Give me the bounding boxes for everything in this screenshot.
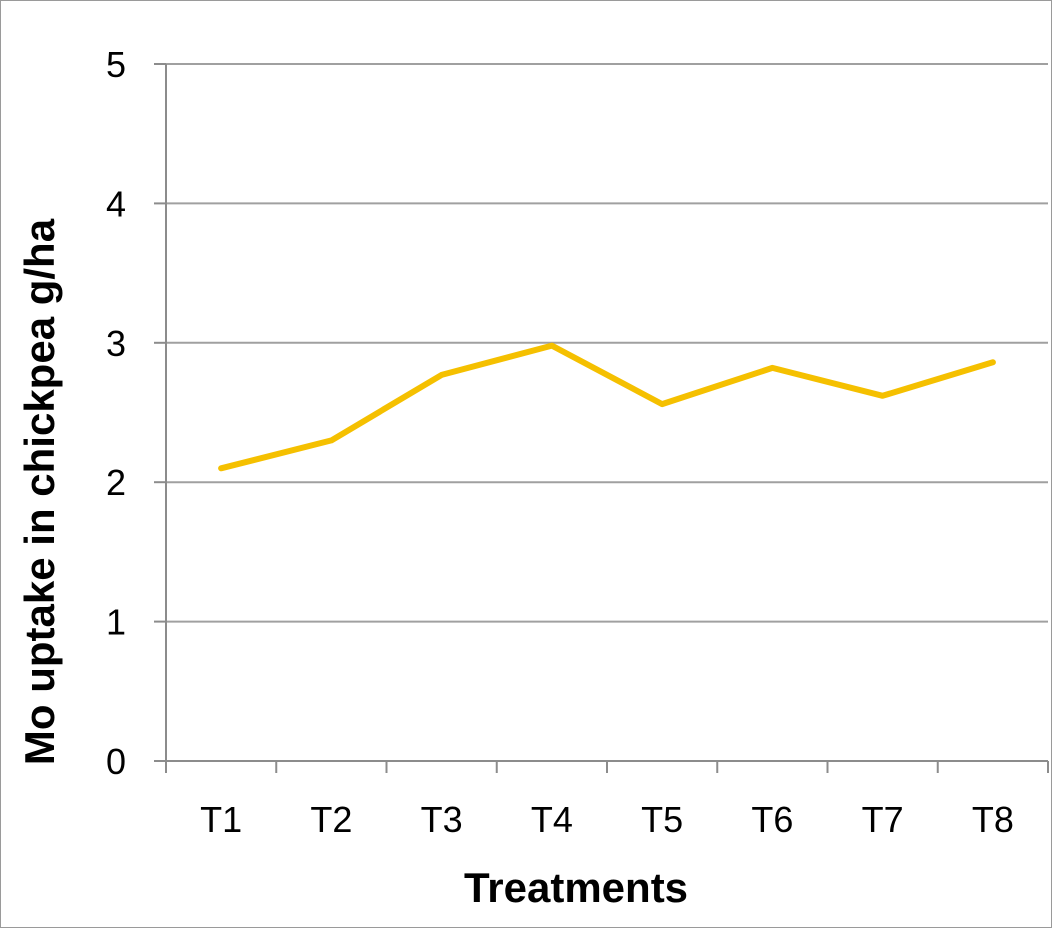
y-tick-labels: 0 1 2 3 4 5 [106, 44, 126, 782]
series-line-1 [218, 342, 996, 472]
x-tick-label: T6 [751, 799, 793, 840]
y-tick-label: 4 [106, 183, 126, 224]
x-tick-label: T4 [531, 799, 573, 840]
y-tick-label: 3 [106, 323, 126, 364]
gridlines [166, 63, 1048, 623]
x-tick-label: T1 [200, 799, 242, 840]
x-tick-labels: T1 T2 T3 T4 T5 T6 T7 T8 [200, 799, 1014, 840]
x-tick-label: T7 [862, 799, 904, 840]
y-tick-label: 0 [106, 741, 126, 782]
x-axis-title: Treatments [464, 864, 688, 911]
y-tick-label: 5 [106, 44, 126, 85]
y-axis-title: Mo uptake in chickpea g/ha [16, 218, 63, 765]
series-layer [218, 342, 996, 472]
x-tick-label: T5 [641, 799, 683, 840]
y-tick-label: 2 [106, 462, 126, 503]
axes [154, 63, 1049, 773]
x-tick-label: T2 [310, 799, 352, 840]
x-tick-label: T3 [421, 799, 463, 840]
y-tick-label: 1 [106, 602, 126, 643]
x-tick-label: T8 [972, 799, 1014, 840]
